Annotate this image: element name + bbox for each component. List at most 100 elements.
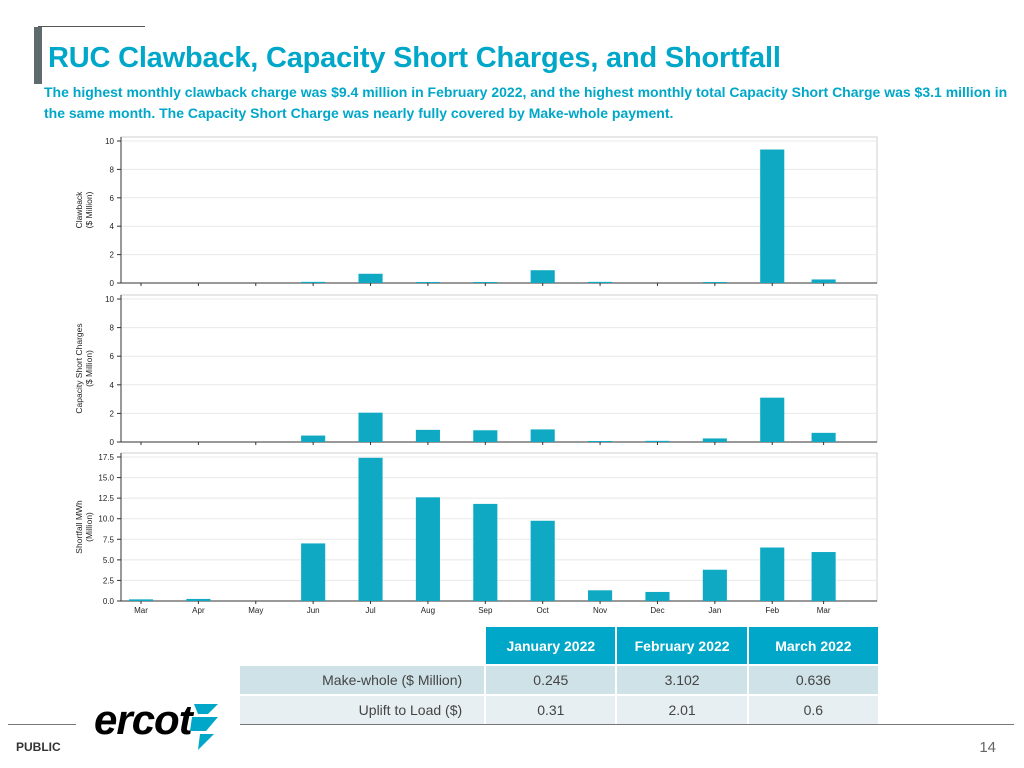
chart-panel-2: 0 2 4 6 8 10 Capacity Short Charges($ Million): [74, 294, 878, 447]
charts-svg: 0 2 4 6 8 10 Clawback($ Million) 0 2 4 6 8 10 Capacit…: [74, 136, 878, 615]
table-cell: 0.636: [748, 664, 878, 694]
x-tick-label: Jan: [708, 606, 721, 615]
x-tick-label: Mar: [817, 606, 831, 615]
bar-aug-5: [415, 497, 440, 601]
y-tick-label: 2.5: [103, 576, 115, 585]
bar-feb-11: [760, 547, 785, 601]
y-axis-label-line: Capacity Short Charges: [74, 323, 84, 413]
x-tick-label: Dec: [650, 606, 664, 615]
y-tick-label: 6: [110, 352, 115, 361]
table-header-jan: January 2022: [486, 627, 618, 664]
table-cell: 0.31: [486, 694, 618, 724]
y-tick-label: 4: [110, 381, 115, 390]
chart-panel-3: 0.0 2.5 5.0 7.5 10.0 12.5 15.0 17.5 Mar Apr May Jun…: [74, 452, 878, 615]
bar-feb-11: [760, 149, 785, 283]
bar-dec-9: [645, 440, 670, 442]
x-tick-label: Aug: [421, 606, 435, 615]
y-tick-label: 10: [105, 295, 114, 304]
row-label: Uplift to Load ($): [240, 694, 487, 724]
y-tick-label: 2: [110, 409, 115, 418]
plot-frame: [120, 294, 878, 443]
y-tick-label: 7.5: [103, 535, 115, 544]
y-tick-label: 5.0: [103, 556, 115, 565]
bar-sep-6: [473, 503, 498, 601]
bar-feb-11: [760, 397, 785, 442]
lightning-icon: [190, 704, 218, 750]
x-tick-label: Nov: [593, 606, 607, 615]
bar-mar-0: [128, 599, 154, 601]
y-axis-label-line: ($ Million): [84, 350, 94, 387]
bar-jan-10: [702, 569, 727, 601]
bar-nov-8: [588, 590, 613, 601]
bar-dec-9: [645, 591, 670, 601]
bar-jun-3: [301, 281, 326, 283]
chart-panel-1: 0 2 4 6 8 10 Clawback($ Million): [74, 136, 878, 288]
y-tick-label: 0: [110, 438, 115, 447]
table-cell: 0.6: [748, 694, 878, 724]
x-tick-label: May: [248, 606, 263, 615]
page-number: 14: [979, 739, 996, 756]
bar-mar-12: [811, 279, 836, 283]
table-header-row: January 2022 February 2022 March 2022: [240, 627, 878, 664]
logo-text: ercot: [94, 698, 195, 743]
bar-aug-5: [415, 282, 440, 283]
y-tick-label: 0: [110, 279, 115, 288]
bar-jun-3: [301, 543, 326, 601]
y-tick-label: 6: [110, 194, 115, 203]
bar-jul-4: [358, 412, 383, 442]
x-tick-label: Mar: [134, 606, 148, 615]
table-row: Make-whole ($ Million) 0.245 3.102 0.636: [240, 664, 878, 694]
bar-jan-10: [702, 282, 727, 283]
bar-oct-7: [530, 270, 555, 283]
footer-rule-right: [240, 724, 1014, 725]
y-axis-label-line: Shortfall MWh: [74, 500, 84, 554]
y-tick-label: 8: [110, 165, 115, 174]
bar-jan-10: [702, 438, 727, 442]
y-axis-label-line: ($ Million): [84, 191, 94, 228]
y-tick-label: 10: [105, 137, 114, 146]
y-axis-label-line: (Million): [84, 512, 94, 542]
bar-jul-4: [358, 457, 383, 601]
x-tick-label: Jun: [307, 606, 320, 615]
x-tick-label: Jul: [365, 606, 375, 615]
y-tick-label: 15.0: [98, 474, 114, 483]
x-tick-label: Apr: [192, 606, 205, 615]
y-tick-label: 17.5: [98, 453, 114, 462]
classification-label: PUBLIC: [16, 740, 61, 754]
bar-oct-7: [530, 429, 555, 442]
y-tick-label: 12.5: [98, 494, 114, 503]
x-tick-label: Oct: [536, 606, 549, 615]
bar-mar-12: [811, 432, 836, 442]
bar-mar-12: [811, 552, 836, 601]
y-tick-label: 10.0: [98, 515, 114, 524]
summary-table: January 2022 February 2022 March 2022 Ma…: [240, 627, 878, 724]
page-title: RUC Clawback, Capacity Short Charges, an…: [48, 42, 781, 74]
y-axis-label: Shortfall MWh(Million): [74, 500, 94, 554]
bar-aug-5: [415, 429, 440, 442]
y-tick-label: 0.0: [103, 597, 115, 606]
bar-apr-1: [186, 598, 211, 601]
x-tick-label: Feb: [765, 606, 779, 615]
y-tick-label: 4: [110, 222, 115, 231]
table-cell: 3.102: [617, 664, 749, 694]
y-axis-label: Clawback($ Million): [74, 191, 94, 229]
bar-jul-4: [358, 273, 383, 283]
table-header-mar: March 2022: [748, 627, 878, 664]
bar-jun-3: [301, 435, 326, 442]
bar-sep-6: [473, 282, 498, 283]
bar-nov-8: [588, 441, 613, 442]
ercot-logo: ercot: [94, 696, 224, 759]
y-tick-label: 8: [110, 324, 115, 333]
table-row: Uplift to Load ($) 0.31 2.01 0.6: [240, 694, 878, 724]
x-tick-label: Sep: [478, 606, 493, 615]
table-cell: 0.245: [486, 664, 618, 694]
title-accent-bar: [34, 27, 42, 84]
bar-oct-7: [530, 520, 555, 601]
row-label: Make-whole ($ Million): [240, 664, 487, 694]
table-cell: 2.01: [617, 694, 749, 724]
bar-nov-8: [588, 281, 613, 283]
y-axis-label: Capacity Short Charges($ Million): [74, 323, 94, 413]
table-header-blank: [240, 627, 487, 664]
page-subtitle: The highest monthly clawback charge was …: [44, 84, 1008, 121]
top-rule: [38, 26, 145, 27]
